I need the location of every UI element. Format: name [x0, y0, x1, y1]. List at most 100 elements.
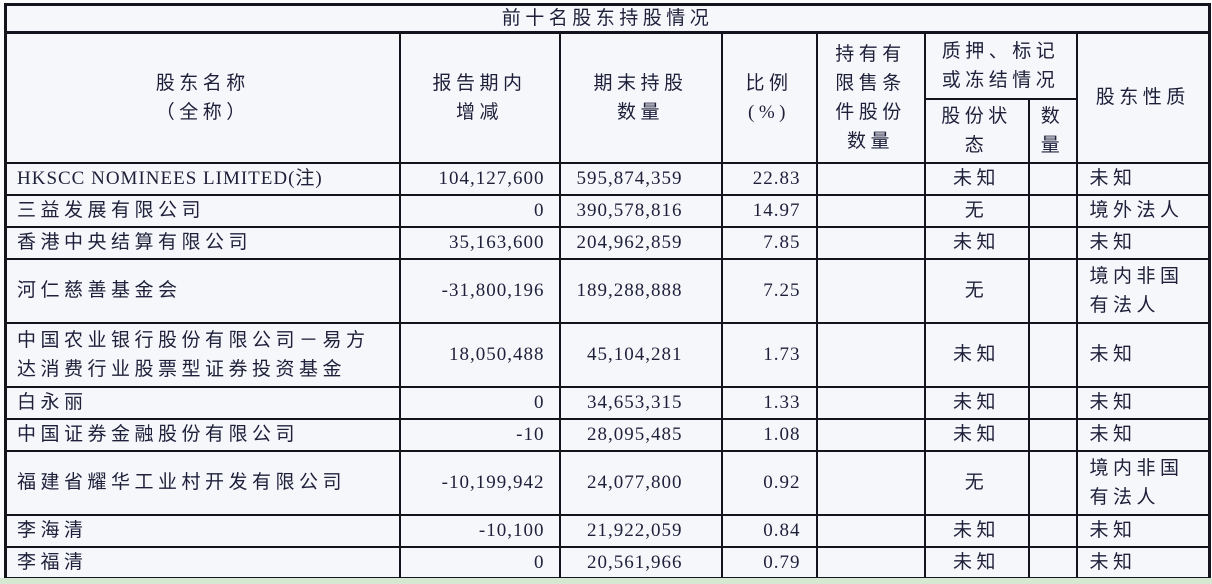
cell-change-in-period: 18,050,488 — [398, 321, 561, 388]
cell-pledge-quantity — [1027, 321, 1078, 388]
col-header-change-in-period: 报告期内 增减 — [398, 31, 561, 164]
cell-restricted-shares — [815, 449, 926, 516]
shareholder-row: 福建省耀华工业村开发有限公司 -10,199,942 24,077,800 0.… — [4, 449, 1211, 516]
cell-shareholder-nature: 未知 — [1075, 225, 1211, 260]
cell-share-status: 无 — [923, 449, 1030, 516]
cell-restricted-shares — [815, 513, 926, 548]
cell-shareholder-name: HKSCC NOMINEES LIMITED(注) — [4, 161, 401, 196]
cell-shareholder-name: 河仁慈善基金会 — [4, 257, 401, 324]
cell-shareholder-nature: 未知 — [1075, 321, 1211, 388]
cell-pledge-quantity — [1027, 193, 1078, 228]
col-header-share-status: 股份状 态 — [923, 97, 1030, 164]
cell-shares-at-end: 390,578,816 — [558, 193, 723, 228]
cell-shares-at-end: 45,104,281 — [558, 321, 723, 388]
cell-shareholder-name: 中国农业银行股份有限公司－易方达消费行业股票型证券投资基金 — [4, 321, 401, 388]
cell-shareholder-nature: 未知 — [1075, 161, 1211, 196]
cell-pledge-quantity — [1027, 545, 1078, 580]
cell-pledge-quantity — [1027, 513, 1078, 548]
col-header-pledge-group: 质押、标记 或冻结情况 — [923, 31, 1078, 100]
cell-restricted-shares — [815, 385, 926, 420]
cell-share-status: 未知 — [923, 513, 1030, 548]
shareholder-row: 李福清 0 20,561,966 0.79 未知 未知 — [4, 545, 1211, 580]
shareholder-row: 李海清 -10,100 21,922,059 0.84 未知 未知 — [4, 513, 1211, 548]
cell-shares-at-end: 20,561,966 — [558, 545, 723, 580]
cell-shareholder-name: 福建省耀华工业村开发有限公司 — [4, 449, 401, 516]
cell-shareholder-nature: 未知 — [1075, 545, 1211, 580]
cell-restricted-shares — [815, 225, 926, 260]
cell-shares-at-end: 28,095,485 — [558, 417, 723, 452]
cell-ratio-percent: 22.83 — [720, 161, 818, 196]
cell-shares-at-end: 24,077,800 — [558, 449, 723, 516]
cell-ratio-percent: 1.08 — [720, 417, 818, 452]
cell-shares-at-end: 204,962,859 — [558, 225, 723, 260]
cell-restricted-shares — [815, 193, 926, 228]
shareholder-row: 白永丽 0 34,653,315 1.33 未知 未知 — [4, 385, 1211, 420]
cell-share-status: 未知 — [923, 385, 1030, 420]
cell-shareholder-name: 白永丽 — [4, 385, 401, 420]
shareholder-row: 香港中央结算有限公司 35,163,600 204,962,859 7.85 未… — [4, 225, 1211, 260]
cell-share-status: 无 — [923, 193, 1030, 228]
cell-share-status: 未知 — [923, 321, 1030, 388]
cell-restricted-shares — [815, 257, 926, 324]
table-title-row: 前十名股东持股情况 — [4, 3, 1211, 34]
col-header-restricted-shares: 持有有 限售条 件股份 数量 — [815, 31, 926, 164]
cell-shareholder-nature: 未知 — [1075, 513, 1211, 548]
col-header-shares-at-end: 期末持股 数量 — [558, 31, 723, 164]
header-row-sub: 股份状 态 数 量 — [6, 97, 1210, 164]
col-header-ratio-percent: 比例 (%) — [720, 31, 818, 164]
col-header-shareholder-name: 股东名称 （全称） — [4, 31, 401, 164]
cell-ratio-percent: 7.25 — [720, 257, 818, 324]
cell-restricted-shares — [815, 321, 926, 388]
cell-pledge-quantity — [1027, 257, 1078, 324]
cell-shareholder-nature: 境内非国有法人 — [1075, 257, 1211, 324]
cell-ratio-percent: 0.92 — [720, 449, 818, 516]
cell-change-in-period: -10,100 — [398, 513, 561, 548]
cell-restricted-shares — [815, 417, 926, 452]
header-row-top: 股东名称 （全称） 报告期内 增减 期末持股 数量 比例 (%) 持有有 限售条… — [4, 31, 1211, 164]
cell-ratio-percent: 0.79 — [720, 545, 818, 580]
cell-share-status: 未知 — [923, 161, 1030, 196]
cell-shares-at-end: 21,922,059 — [558, 513, 723, 548]
cell-shareholder-name: 中国证券金融股份有限公司 — [4, 417, 401, 452]
cell-share-status: 未知 — [923, 545, 1030, 580]
top-ten-shareholders-table: 前十名股东持股情况 股东名称 （全称） 报告期内 增减 期末持股 数量 比例 (… — [4, 3, 1212, 580]
cell-shares-at-end: 189,288,888 — [558, 257, 723, 324]
cell-change-in-period: 0 — [398, 545, 561, 580]
cell-ratio-percent: 0.84 — [720, 513, 818, 548]
col-header-pledge-quantity: 数 量 — [1027, 97, 1078, 164]
cell-restricted-shares — [815, 545, 926, 580]
cell-shareholder-nature: 未知 — [1075, 417, 1211, 452]
cell-share-status: 未知 — [923, 225, 1030, 260]
cell-share-status: 未知 — [923, 417, 1030, 452]
cell-pledge-quantity — [1027, 161, 1078, 196]
cell-pledge-quantity — [1027, 417, 1078, 452]
cell-shareholder-nature: 境内非国有法人 — [1075, 449, 1211, 516]
cell-shareholder-name: 李福清 — [4, 545, 401, 580]
shareholder-row: 中国农业银行股份有限公司－易方达消费行业股票型证券投资基金 18,050,488… — [4, 321, 1211, 388]
cell-change-in-period: -10 — [398, 417, 561, 452]
cell-ratio-percent: 7.85 — [720, 225, 818, 260]
cell-change-in-period: 0 — [398, 385, 561, 420]
shareholder-row: 河仁慈善基金会 -31,800,196 189,288,888 7.25 无 境… — [4, 257, 1211, 324]
cell-pledge-quantity — [1027, 225, 1078, 260]
cell-change-in-period: 35,163,600 — [398, 225, 561, 260]
col-header-shareholder-nature: 股东性质 — [1075, 31, 1211, 164]
cell-shares-at-end: 34,653,315 — [558, 385, 723, 420]
cell-change-in-period: 104,127,600 — [398, 161, 561, 196]
cell-change-in-period: -31,800,196 — [398, 257, 561, 324]
cell-shareholder-name: 三益发展有限公司 — [4, 193, 401, 228]
cell-pledge-quantity — [1027, 449, 1078, 516]
cell-ratio-percent: 1.73 — [720, 321, 818, 388]
shareholder-row: 中国证券金融股份有限公司 -10 28,095,485 1.08 未知 未知 — [4, 417, 1211, 452]
cell-ratio-percent: 1.33 — [720, 385, 818, 420]
cell-shares-at-end: 595,874,359 — [558, 161, 723, 196]
shareholder-row: HKSCC NOMINEES LIMITED(注) 104,127,600 59… — [4, 161, 1211, 196]
cell-restricted-shares — [815, 161, 926, 196]
shareholder-row: 三益发展有限公司 0 390,578,816 14.97 无 境外法人 — [4, 193, 1211, 228]
cell-shareholder-nature: 未知 — [1075, 385, 1211, 420]
cell-share-status: 无 — [923, 257, 1030, 324]
cropped-highlight-strip — [0, 578, 1212, 584]
table-title: 前十名股东持股情况 — [4, 3, 1211, 34]
cell-ratio-percent: 14.97 — [720, 193, 818, 228]
